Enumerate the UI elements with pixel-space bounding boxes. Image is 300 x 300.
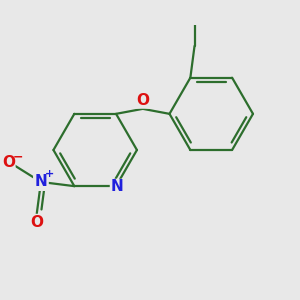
Text: +: + <box>45 169 54 178</box>
Text: N: N <box>110 179 123 194</box>
Text: O: O <box>136 93 149 108</box>
Text: N: N <box>34 175 47 190</box>
Text: O: O <box>30 214 43 230</box>
Text: −: − <box>13 150 24 164</box>
Text: O: O <box>2 155 15 170</box>
